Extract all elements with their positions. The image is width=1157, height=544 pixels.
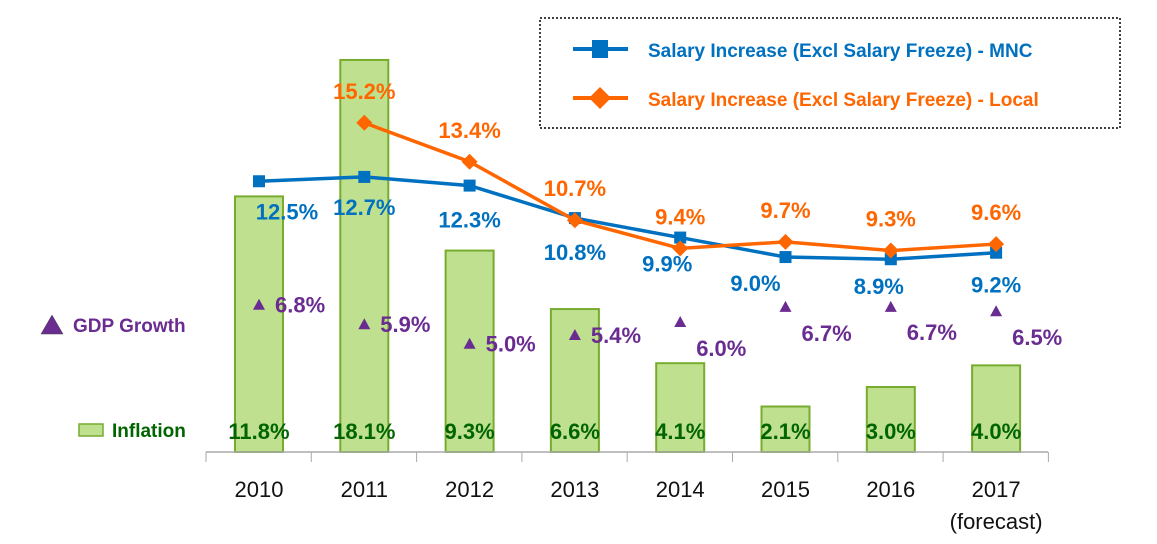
gdp-point: [990, 305, 1003, 317]
legend-local: Salary Increase (Excl Salary Freeze) - L…: [648, 90, 1039, 111]
gdp-point: [358, 318, 371, 330]
mnc-point: [779, 251, 792, 264]
local-point: [461, 153, 478, 170]
diamond-marker-icon: [589, 87, 611, 109]
mnc-label: 9.2%: [971, 273, 1021, 298]
mnc-point: [674, 231, 687, 244]
mnc-label: 12.3%: [438, 208, 500, 233]
x-tick-sublabel: (forecast): [950, 509, 1043, 534]
mnc-line: [258, 175, 997, 261]
x-tick-label: 2010: [235, 477, 284, 502]
inflation-label: 2.1%: [760, 419, 810, 444]
gdp-point: [779, 300, 792, 312]
gdp-label: 5.0%: [486, 332, 536, 357]
triangle-marker-icon: [40, 314, 64, 335]
local-label: 9.6%: [971, 200, 1021, 225]
x-tick-label: 2011: [341, 477, 388, 502]
local-label: 10.7%: [544, 176, 606, 201]
inflation-label: 9.3%: [445, 419, 495, 444]
inflation-bar: [865, 386, 916, 453]
mnc-label: 9.0%: [730, 271, 780, 296]
mnc-label: 12.7%: [333, 195, 395, 220]
mnc-point: [358, 170, 371, 183]
local-label: 13.4%: [438, 118, 500, 143]
x-tick-label: 2013: [550, 477, 599, 502]
bar-swatch-icon: [78, 423, 104, 437]
gdp-point: [463, 337, 476, 349]
gdp-label: 6.7%: [802, 321, 852, 346]
inflation-label: 4.1%: [655, 419, 705, 444]
legend-gdp: GDP Growth: [73, 316, 186, 337]
gdp-label: 5.9%: [380, 312, 430, 337]
local-point: [777, 233, 794, 250]
legend: Salary Increase (Excl Salary Freeze) - M…: [40, 17, 1121, 442]
x-tick-label: 2017: [972, 477, 1021, 502]
inflation-label: 11.8%: [228, 419, 289, 444]
gdp-label: 6.8%: [275, 293, 325, 318]
local-point: [988, 236, 1005, 253]
inflation-bar: [234, 195, 284, 453]
gdp-point: [253, 298, 265, 310]
mnc-point: [884, 253, 897, 266]
inflation-label: 3.0%: [866, 419, 916, 444]
gdp-point: [568, 329, 581, 341]
local-point: [882, 242, 899, 259]
local-point: [356, 114, 373, 131]
inflation-label: 18.1%: [333, 419, 395, 444]
local-label: 9.7%: [760, 198, 810, 223]
x-tick-label: 2016: [866, 477, 915, 502]
inflation-bar: [655, 362, 706, 453]
mnc-point: [253, 175, 265, 188]
local-point: [672, 240, 689, 257]
local-label: 15.2%: [333, 79, 395, 104]
legend-box: [539, 17, 1121, 129]
mnc-label: 10.8%: [544, 240, 606, 265]
local-label: 9.4%: [655, 204, 705, 229]
legend-mnc: Salary Increase (Excl Salary Freeze) - M…: [648, 41, 1033, 62]
gdp-point: [674, 316, 687, 328]
gdp-label: 6.5%: [1012, 325, 1062, 350]
legend-inflation: Inflation: [112, 421, 186, 442]
mnc-point: [990, 246, 1003, 259]
mnc-point: [463, 179, 476, 192]
x-tick-label: 2015: [761, 477, 810, 502]
mnc-label: 12.5%: [256, 199, 318, 224]
mnc-label: 8.9%: [854, 274, 904, 299]
gdp-point: [884, 300, 897, 312]
local-label: 9.3%: [866, 207, 916, 232]
inflation-bar: [444, 249, 495, 453]
square-marker-icon: [592, 40, 608, 58]
inflation-label: 6.6%: [550, 419, 600, 444]
gdp-label: 6.0%: [696, 336, 746, 361]
mnc-label: 9.9%: [642, 252, 692, 277]
gdp-label: 6.7%: [907, 320, 957, 345]
x-tick-label: 2012: [445, 477, 494, 502]
x-tick-label: 2014: [656, 477, 705, 502]
gdp-label: 5.4%: [591, 323, 641, 348]
local-point: [566, 212, 583, 229]
inflation-label: 4.0%: [971, 419, 1021, 444]
